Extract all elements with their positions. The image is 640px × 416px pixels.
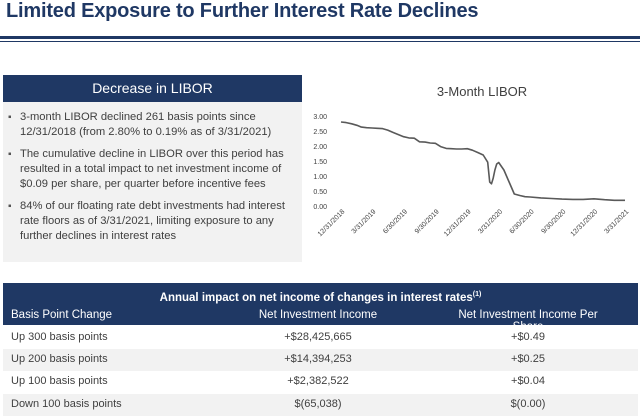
x-tick-label: 9/30/2019 <box>414 208 441 235</box>
cell-nii: +$14,394,253 <box>284 353 352 365</box>
cell-nii-per-share: $(0.00) <box>510 398 546 410</box>
title-rule-thin <box>0 41 640 42</box>
cell-basis-point: Up 200 basis points <box>11 353 108 365</box>
table-column-header: Basis Point Change Net Investment Income… <box>3 306 638 333</box>
x-tick-label: 6/30/2020 <box>509 208 536 235</box>
libor-series-line <box>340 121 625 202</box>
cell-basis-point: Down 100 basis points <box>11 398 122 410</box>
column-header-nii-per-share: Net Investment Income Per Share <box>458 309 598 333</box>
bullet-item: ▪ 3-month LIBOR declined 261 basis points… <box>8 110 298 140</box>
cell-nii: +$28,425,665 <box>284 331 352 343</box>
table-footnote-marker: (1) <box>472 291 482 298</box>
x-tick-label: 12/31/2020 <box>570 208 600 238</box>
y-tick-label: 1.50 <box>313 159 327 166</box>
panel-body <box>3 102 302 262</box>
libor-chart-svg: 3-Month LIBOR 0.00 0.50 1.00 1.50 2.00 2.50 3.… <box>313 84 630 238</box>
y-tick-label: 0.00 <box>313 204 327 211</box>
cell-nii-per-share: +$0.04 <box>511 375 545 387</box>
bullet-item: ▪ 84% of our floating rate debt investmen… <box>8 199 298 244</box>
page-title: Limited Exposure to Further Interest Rat… <box>6 0 479 22</box>
bullet-icon: ▪ <box>8 149 12 160</box>
cell-nii: $(65,038) <box>294 398 342 410</box>
cell-basis-point: Up 100 basis points <box>11 375 108 387</box>
x-tick-label: 6/30/2019 <box>382 208 409 235</box>
table-row: Up 200 basis points +$14,394,253 +$0.25 <box>3 349 638 371</box>
cell-nii-per-share: +$0.49 <box>511 331 545 343</box>
table-row: Up 300 basis points +$28,425,665 +$0.49 <box>3 327 638 349</box>
x-tick-label: 3/31/2020 <box>477 208 504 235</box>
y-tick-label: 3.00 <box>313 114 327 121</box>
column-header-basis-point: Basis Point Change <box>11 309 113 321</box>
y-tick-label: 2.50 <box>313 129 327 136</box>
x-tick-label: 3/31/2021 <box>603 208 630 235</box>
column-header-nii: Net Investment Income <box>258 309 378 321</box>
table-title-text: Annual impact on net income of changes i… <box>159 291 473 304</box>
title-rule-thick <box>0 36 640 39</box>
bullet-item: ▪ The cumulative decline in LIBOR over th… <box>8 147 298 192</box>
bullet-icon: ▪ <box>8 112 12 123</box>
x-tick-label: 12/31/2019 <box>443 208 473 238</box>
y-tick-label: 0.50 <box>313 189 327 196</box>
cell-nii-per-share: +$0.25 <box>511 353 545 365</box>
table-row: Down 100 basis points $(65,038) $(0.00) <box>3 394 638 416</box>
panel-header: Decrease in LIBOR <box>3 75 302 102</box>
bullet-text: 84% of our floating rate debt investment… <box>20 200 285 242</box>
table-row: Up 100 basis points +$2,382,522 +$0.04 <box>3 371 638 393</box>
bullet-icon: ▪ <box>8 201 12 212</box>
cell-nii: +$2,382,522 <box>287 375 349 387</box>
libor-chart: 3-Month LIBOR 0.00 0.50 1.00 1.50 2.00 2.50 3.… <box>305 78 640 268</box>
bullet-text: 3-month LIBOR declined 261 basis points … <box>20 111 272 138</box>
chart-title: 3-Month LIBOR <box>437 84 527 99</box>
y-tick-label: 1.00 <box>313 174 327 181</box>
x-tick-label: 9/30/2020 <box>540 208 567 235</box>
bullet-list: ▪ 3-month LIBOR declined 261 basis points… <box>8 110 298 251</box>
bullet-text: The cumulative decline in LIBOR over thi… <box>20 148 284 190</box>
cell-basis-point: Up 300 basis points <box>11 331 108 343</box>
x-tick-label: 3/31/2019 <box>351 208 378 235</box>
x-tick-label: 12/31/2018 <box>317 208 347 238</box>
y-tick-label: 2.00 <box>313 144 327 151</box>
